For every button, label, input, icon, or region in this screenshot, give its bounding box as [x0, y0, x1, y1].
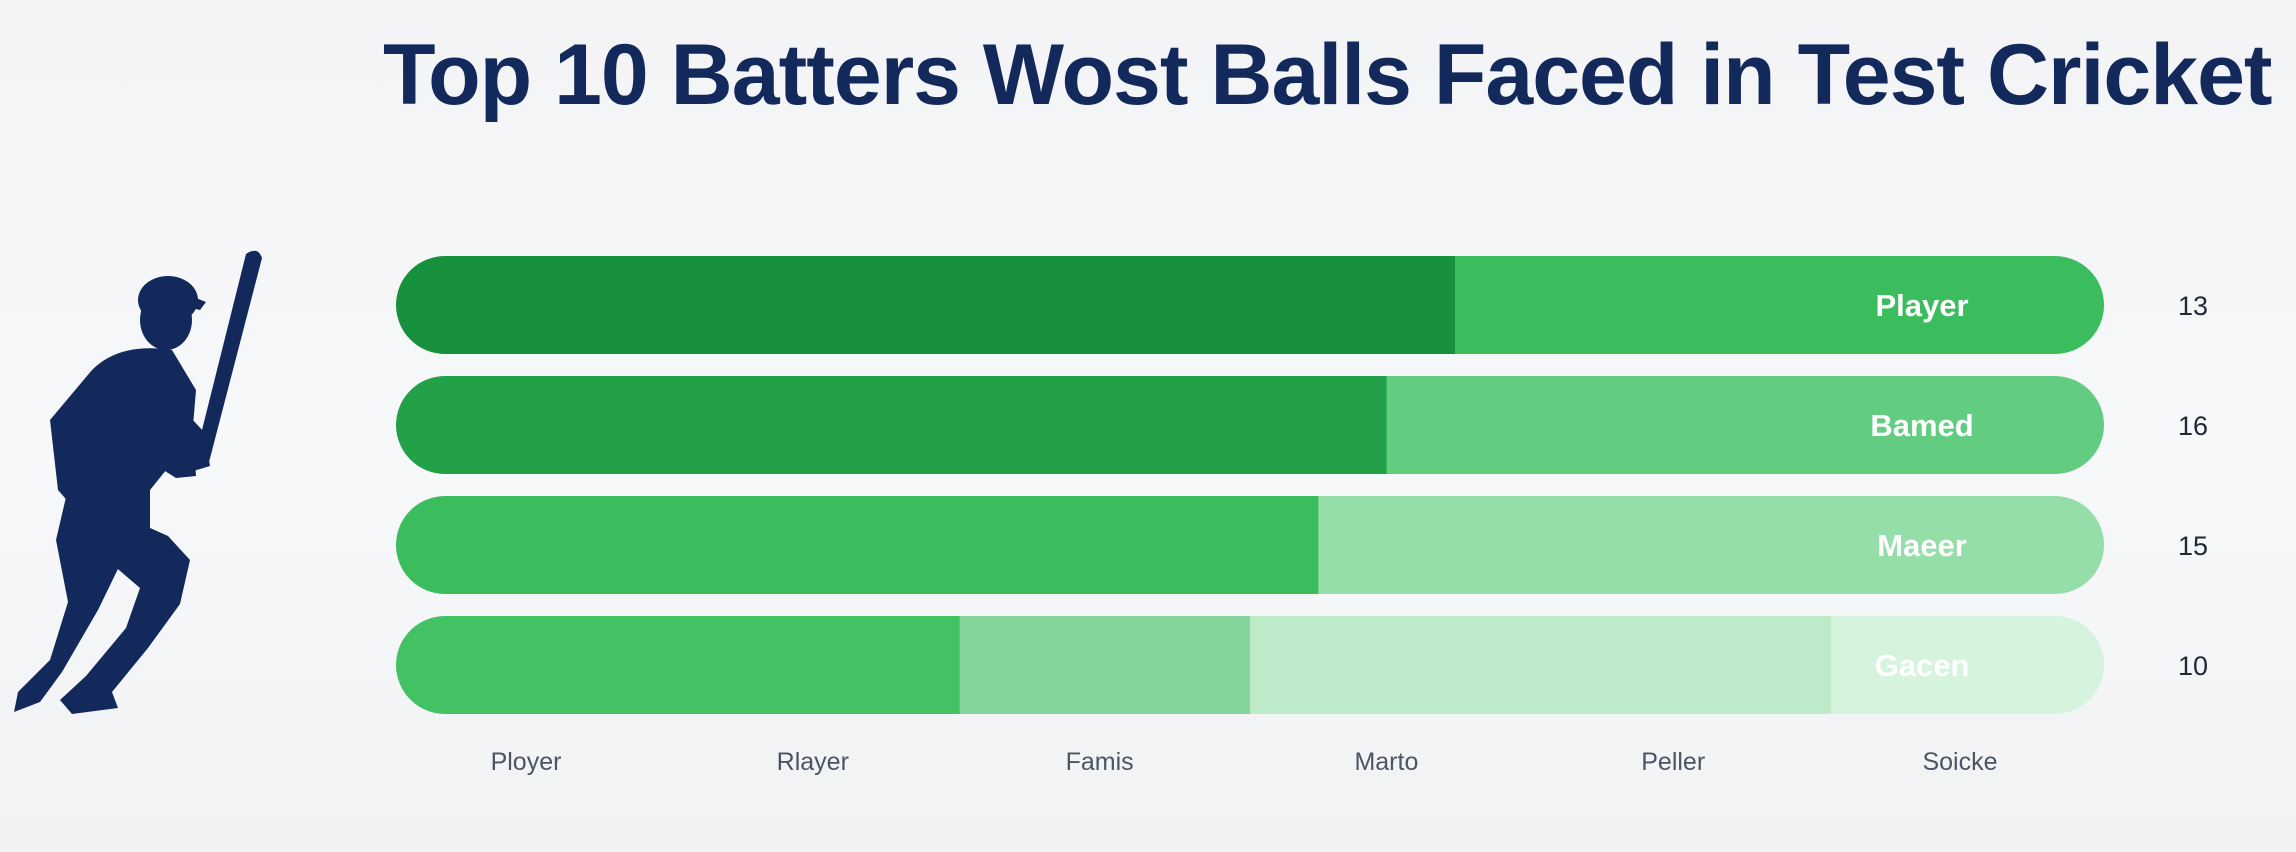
bar-4-segment-4 — [1830, 616, 2104, 714]
bar-1 — [396, 256, 2104, 354]
bar-4-segment-3 — [1250, 616, 1832, 714]
bar-2 — [396, 376, 2104, 474]
category-label: Famis — [1066, 748, 1134, 776]
value-label: 15 — [2178, 531, 2208, 561]
bar-4-segment-2 — [959, 616, 1251, 714]
category-label: Soicke — [1922, 748, 1997, 776]
bar-4 — [396, 616, 2104, 714]
category-label: Peller — [1641, 748, 1705, 776]
chart-title: Top 10 Batters Wost Balls Faced in Test … — [383, 27, 2273, 123]
bar-3-segment-1 — [396, 496, 1320, 594]
bar-label: Bamed — [1870, 408, 1973, 443]
bar-3 — [396, 496, 2104, 594]
bar-2-segment-1 — [396, 376, 1388, 474]
bar-label: Maeer — [1877, 528, 1967, 563]
bar-label: Gacen — [1875, 648, 1970, 683]
category-label: Marto — [1354, 748, 1418, 776]
bar-1-segment-2 — [1454, 256, 2104, 354]
cricket-batter-icon — [14, 250, 262, 714]
bar-4-segment-1 — [396, 616, 961, 714]
value-label: 16 — [2178, 411, 2208, 441]
value-label: 10 — [2178, 651, 2208, 681]
bar-label: Player — [1875, 288, 1968, 323]
value-label: 13 — [2178, 291, 2208, 321]
bar-1-segment-1 — [396, 256, 1456, 354]
bar-3-segment-2 — [1318, 496, 2104, 594]
category-label: Rlayer — [777, 748, 849, 776]
category-label: Ployer — [491, 748, 562, 776]
bar-2-segment-2 — [1386, 376, 2104, 474]
